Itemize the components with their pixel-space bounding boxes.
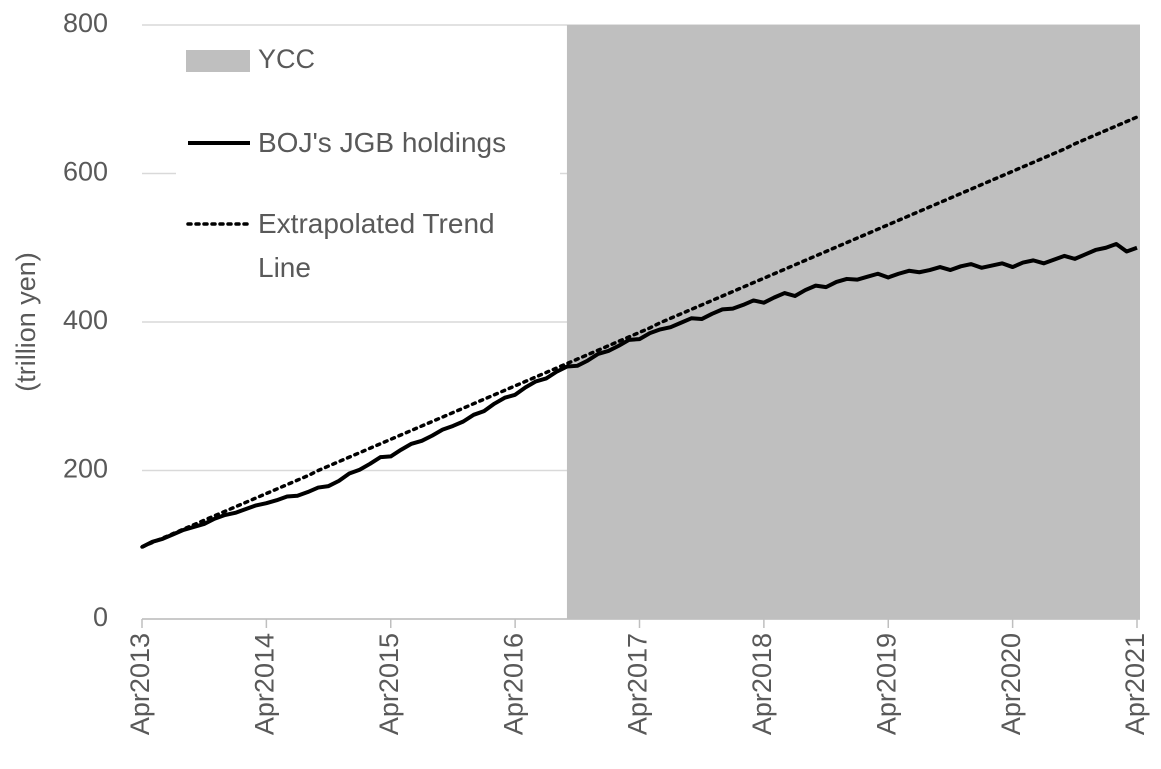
y-tick-label: 0 (93, 602, 108, 632)
x-tick-label: Apr2013 (125, 633, 155, 735)
legend-swatch (186, 50, 250, 72)
x-tick-label: Apr2017 (623, 633, 653, 735)
series-line (141, 242, 1138, 549)
y-tick-label: 200 (63, 454, 108, 484)
x-tick-label: Apr2015 (374, 633, 404, 735)
x-tick-label: Apr2020 (996, 633, 1026, 735)
legend-label-box: Extrapolated Trend Line (258, 208, 495, 283)
y-tick-label: 800 (63, 8, 108, 38)
legend: YCC BOJ's JGB holdings Extrapolated Trend … (176, 28, 560, 290)
series-line (140, 115, 1139, 549)
x-tick-label: Apr2018 (747, 633, 777, 735)
legend-label: YCC (258, 44, 315, 74)
legend-label: Extrapolated Trend Line (258, 208, 495, 283)
x-tick-label: Apr2014 (250, 633, 280, 735)
y-axis-label: (trillion yen) (11, 252, 41, 392)
legend-label-box: BOJ's JGB holdings (258, 127, 507, 158)
y-tick-label: 400 (63, 305, 108, 335)
x-tick-label: Apr2019 (871, 633, 901, 735)
legend-label: BOJ's JGB holdings (258, 127, 507, 158)
ycc-span (566, 25, 1140, 619)
x-tick-label: Apr2016 (498, 633, 528, 735)
x-tick-label: Apr2021 (1120, 633, 1150, 735)
y-tick-label: 600 (63, 157, 108, 187)
